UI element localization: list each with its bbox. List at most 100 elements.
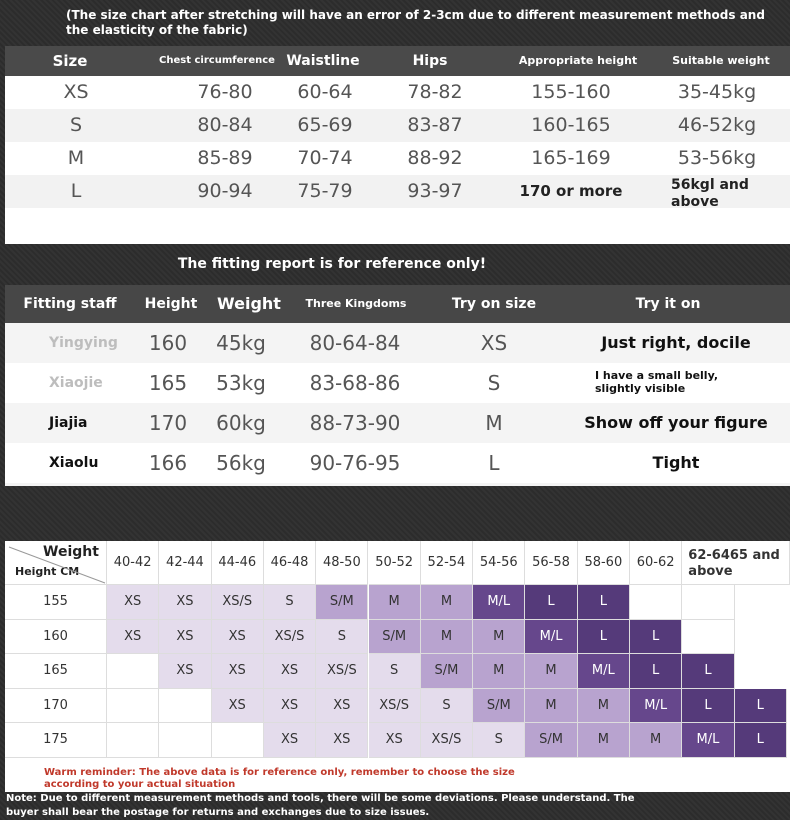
grid-size-cell: XS	[159, 654, 212, 689]
fitting-report-cell: 80-64-84	[309, 331, 401, 355]
fitting-report-cell: Show off your figure	[584, 413, 768, 432]
grid-size-cell	[159, 688, 212, 723]
grid-size-cell: XS/S	[420, 723, 474, 758]
grid-size-cell: M/L	[577, 654, 630, 689]
size-chart-cell: 83-87	[407, 114, 463, 136]
grid-size-cell: M/L	[525, 619, 578, 654]
size-chart-cell: 46-52kg	[677, 114, 757, 136]
size-chart-cell: 90-94	[197, 180, 253, 202]
corner-weight-label: Weight	[43, 544, 99, 560]
fitting-report-title-text: The fitting report is for reference only…	[177, 256, 487, 272]
header-chest: Chest circumference	[159, 55, 275, 66]
grid-size-cell: S	[316, 619, 369, 654]
size-chart-cell: 60-64	[297, 81, 353, 103]
grid-weight-header: 62-6465 and above	[682, 541, 790, 585]
grid-size-cell: S	[368, 654, 421, 689]
fitting-report-cell: 56kg	[216, 451, 266, 475]
fitting-report-row: Yingying 160 45kg 80-64-84 XS Just right, doc…	[5, 323, 790, 363]
grid-size-cell: M	[577, 723, 630, 758]
grid-size-cell: M	[420, 619, 474, 654]
grid-size-cell: L	[630, 619, 683, 654]
grid-size-cell: S	[473, 723, 526, 758]
size-chart-cell: 88-92	[407, 147, 463, 169]
size-chart-cell: 53-56kg	[677, 147, 757, 169]
grid-size-cell: M/L	[682, 723, 735, 758]
size-chart-row: XS 76-80 60-64 78-82 155-160 35-45kg	[5, 76, 790, 109]
size-chart-table: XS 76-80 60-64 78-82 155-160 35-45kg S 80-84 65-…	[5, 76, 790, 244]
grid-size-cell: M	[525, 688, 578, 723]
grid-size-cell	[682, 585, 735, 620]
size-chart-cell: 165-169	[531, 147, 611, 169]
grid-weight-header: 56-58	[525, 541, 578, 585]
grid-size-cell	[107, 654, 160, 689]
fitting-report-cell: 88-73-90	[309, 411, 401, 435]
grid-size-cell: L	[734, 723, 787, 758]
grid-size-cell: L	[734, 688, 787, 723]
fitting-report-cell: 160	[148, 331, 188, 355]
grid-size-cell: XS/S	[368, 688, 421, 723]
fitting-report-cell: 170	[148, 411, 188, 435]
grid-weight-header: 60-62	[630, 541, 683, 585]
size-chart-cell: M	[67, 147, 85, 169]
grid-corner-cell: Weight Height CM	[5, 541, 107, 585]
fitting-report-cell: 166	[148, 451, 188, 475]
grid-size-cell: M/L	[630, 688, 683, 723]
header-try-it-on: Try it on	[635, 296, 701, 312]
grid-size-cell: M	[577, 688, 630, 723]
size-chart-cell: 160-165	[531, 114, 611, 136]
header-waistline: Waistline	[286, 53, 360, 69]
grid-size-cell: M	[473, 654, 526, 689]
grid-size-cell: XS/S	[211, 585, 264, 620]
grid-size-cell: XS	[211, 619, 264, 654]
header-hips: Hips	[412, 53, 448, 69]
grid-weight-header: 48-50	[316, 541, 369, 585]
fitting-report-row: Xiaojie 165 53kg 83-68-86 S I have a small be…	[5, 363, 790, 403]
fitting-report-cell: 165	[148, 371, 188, 395]
size-chart-cell: XS	[63, 81, 89, 103]
grid-size-cell: M/L	[473, 585, 526, 620]
grid-size-cell: XS	[263, 688, 317, 723]
warm-reminder: Warm reminder: The above data is for ref…	[44, 767, 515, 790]
grid-size-cell: XS	[316, 688, 369, 723]
size-chart-cell: 75-79	[297, 180, 353, 202]
header-fitting-staff: Fitting staff	[23, 296, 117, 312]
grid-size-cell: XS	[159, 619, 212, 654]
grid-size-cell: XS	[368, 723, 421, 758]
header-size: Size	[52, 52, 88, 70]
grid-height-header: 155	[5, 585, 107, 620]
fitting-report-cell: S	[487, 371, 501, 395]
size-chart-cell: 35-45kg	[677, 81, 757, 103]
grid-weight-header: 52-54	[420, 541, 474, 585]
size-chart-cell: 78-82	[407, 81, 463, 103]
grid-size-cell: S/M	[368, 619, 421, 654]
header-fitting-weight: Weight	[217, 294, 281, 313]
size-chart-cell: 80-84	[197, 114, 253, 136]
fitting-report-cell: L	[488, 451, 500, 475]
grid-size-cell: M	[630, 723, 683, 758]
grid-size-cell: XS	[316, 723, 369, 758]
fitting-report-row: Xiaolu 166 56kg 90-76-95 L Tight	[5, 443, 790, 483]
grid-size-cell: L	[682, 688, 735, 723]
grid-size-cell: L	[577, 585, 630, 620]
grid-size-cell	[159, 723, 212, 758]
fitting-report-cell: Yingying	[49, 335, 118, 351]
size-chart-row: L 90-94 75-79 93-97 170 or more 56kgl and abo…	[5, 175, 790, 210]
size-chart-cell: 56kgl and above	[671, 177, 749, 210]
grid-size-cell: S/M	[525, 723, 578, 758]
fitting-report-cell: M	[485, 411, 503, 435]
grid-weight-header: 40-42	[107, 541, 160, 585]
grid-size-cell: XS	[263, 723, 317, 758]
fitting-report-cell: 45kg	[216, 331, 266, 355]
size-chart-cell: 65-69	[297, 114, 353, 136]
fitting-report-row: Jiajia 170 60kg 88-73-90 M Show off your figu…	[5, 403, 790, 443]
size-chart-cell: 170 or more	[519, 182, 623, 200]
header-try-on-size: Try on size	[451, 296, 537, 312]
grid-size-cell: L	[682, 654, 735, 689]
header-three-kingdoms: Three Kingdoms	[305, 297, 407, 310]
grid-size-cell: XS	[159, 585, 212, 620]
grid-size-cell	[682, 619, 735, 654]
fitting-report-cell: Xiaolu	[49, 455, 99, 471]
header-weight: Suitable weight	[672, 54, 770, 67]
grid-height-header: 160	[5, 619, 107, 654]
size-grid: Weight Height CM 40-42 42-44 44-46 46-48 48-50…	[5, 541, 790, 792]
